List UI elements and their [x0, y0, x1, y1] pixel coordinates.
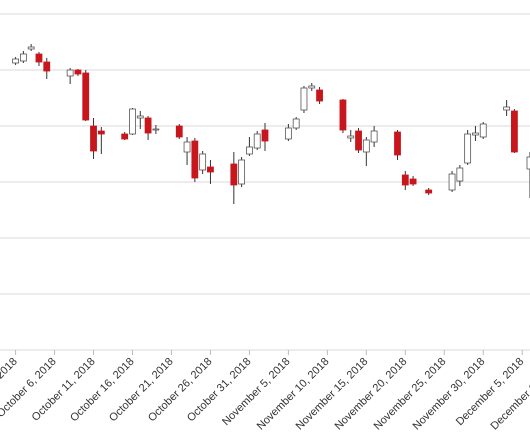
candle-body [292, 118, 300, 129]
x-tick-label: November 10, 2018 [255, 356, 332, 433]
candle-body [253, 133, 261, 149]
candle-body [394, 131, 401, 156]
candle-body [121, 133, 129, 140]
x-tick-label: November 25, 2018 [372, 356, 449, 433]
candle-body [511, 110, 518, 153]
candle-body [82, 72, 90, 121]
x-tick-label: December 5, 2018 [454, 356, 526, 428]
candle-body [456, 167, 464, 182]
candle-body [43, 61, 51, 72]
candle-body [74, 69, 82, 75]
candle-body [362, 139, 370, 153]
candle-body [316, 89, 323, 102]
candle-body [136, 115, 144, 119]
candle-body [479, 123, 487, 138]
candle-body [347, 135, 355, 139]
candle-body [35, 53, 43, 63]
candle-body [503, 106, 511, 111]
candle-body [526, 156, 530, 170]
candle-body [284, 127, 292, 140]
candle-body [246, 146, 253, 155]
candle-body [448, 173, 456, 191]
candle-body [144, 117, 152, 134]
candle-body [90, 125, 97, 152]
candle-body [425, 189, 433, 194]
candle-body [199, 153, 207, 171]
candle-body [183, 141, 191, 153]
candle-body [339, 99, 347, 131]
candle-body [152, 128, 160, 131]
candle-body [230, 163, 238, 186]
x-tick-label: November 5, 2018 [220, 356, 292, 428]
candle-body [129, 108, 136, 135]
candle-body [409, 178, 417, 185]
x-tick-label: November 20, 2018 [333, 356, 410, 433]
candle-body [191, 140, 199, 179]
candle-body [464, 133, 472, 164]
candle-body [300, 87, 308, 111]
candle-body [308, 85, 316, 89]
candle-body [97, 130, 105, 135]
candle-body [472, 132, 479, 136]
candle-body [66, 69, 74, 77]
candle-body [401, 174, 409, 186]
candle-body [19, 53, 27, 62]
x-tick-label: November 15, 2018 [294, 356, 371, 433]
x-tick-label: November 30, 2018 [411, 356, 488, 433]
candle-body [355, 130, 362, 151]
candle-body [238, 159, 246, 185]
candle-body [207, 166, 214, 173]
candle-body [175, 125, 183, 138]
candle-body [12, 58, 19, 64]
candle-body [27, 46, 35, 50]
candle-body [370, 130, 378, 143]
candle-body [261, 129, 269, 142]
